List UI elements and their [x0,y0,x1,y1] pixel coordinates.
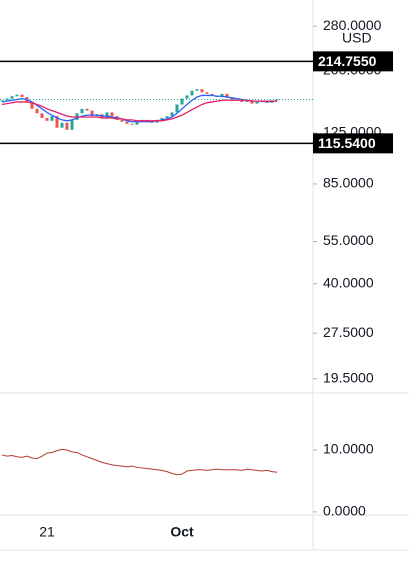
y-tick-label: 19.5000 [323,369,374,385]
candle [250,100,254,104]
y-tick-label: 40.0000 [323,274,374,290]
level-label-box [313,133,393,154]
candle [60,122,64,128]
candle [65,122,69,130]
candle [210,93,214,96]
candle [165,116,169,118]
candle [245,100,249,102]
candle [175,104,179,113]
candle [190,90,194,96]
candle [105,112,109,118]
y-tick-label: 27.5000 [323,324,374,340]
moving-average [1,99,277,122]
indicator-line [1,448,278,476]
candle [35,108,39,114]
candle [170,112,174,117]
candle [90,110,94,117]
candle [30,101,34,109]
candle [255,101,259,104]
candle [220,93,224,98]
candle [85,108,89,111]
candle [205,92,209,94]
x-tick-label: 21 [39,524,55,540]
candle [15,94,19,97]
candle [160,117,164,120]
candle [120,119,124,122]
candle [55,116,59,128]
candle [135,121,139,125]
candle [195,89,199,91]
candle [0,100,4,102]
candle [225,93,229,98]
y-tick-label: 10.0000 [323,441,374,457]
level-label-box [313,51,393,72]
currency: USD [342,30,372,46]
level-label: 214.7550 [318,53,377,69]
candle [20,94,24,98]
y-tick-label: 55.0000 [323,232,374,248]
y-tick-label: 0.0000 [323,503,366,519]
level-label: 115.5400 [318,135,376,151]
y-tick-label: 85.0000 [323,175,374,191]
candle [185,95,189,99]
candle [45,117,49,121]
candle [110,112,114,117]
y-tick-label: 280.0000 [323,17,382,33]
candle [130,123,134,125]
candle [50,116,54,121]
currency-box [335,30,380,47]
candle [80,108,84,114]
candle [70,119,74,130]
candle [200,89,204,93]
x-tick-label: Oct [170,524,194,540]
candle [125,121,129,124]
candle [40,113,44,118]
candle [180,98,184,105]
moving-average [1,94,277,123]
candle [10,96,14,99]
